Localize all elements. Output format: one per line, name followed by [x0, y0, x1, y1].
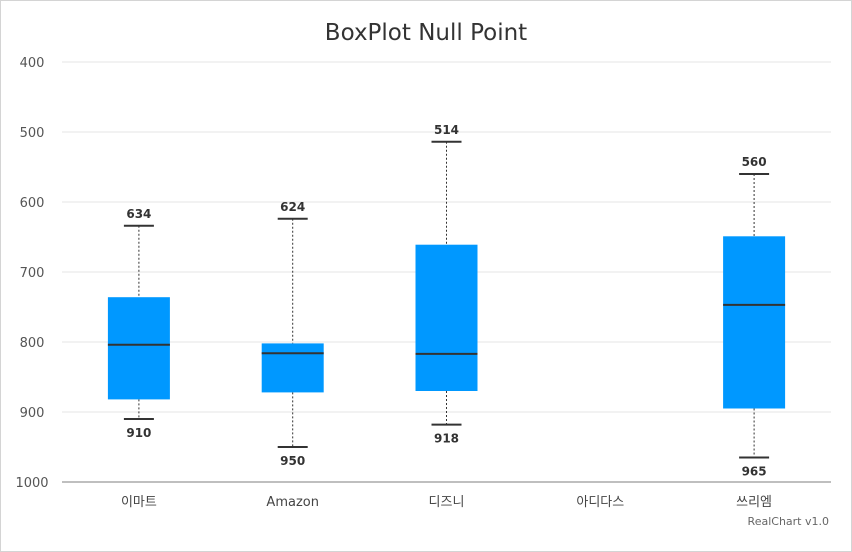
data-label-high: 950: [280, 454, 305, 468]
y-tick-label: 500: [20, 126, 45, 141]
y-tick-label: 700: [20, 266, 45, 281]
y-tick-label: 1000: [15, 476, 48, 491]
box: [107, 297, 170, 400]
x-tick-label: 쓰리엠: [736, 495, 772, 510]
x-tick-label: Amazon: [266, 495, 319, 510]
data-label-low: 514: [434, 123, 459, 137]
box: [415, 244, 478, 391]
data-label-high: 918: [434, 432, 459, 446]
y-tick-label: 600: [20, 196, 45, 211]
y-tick-label: 400: [20, 56, 45, 71]
box: [261, 343, 324, 393]
chart-credit: RealChart v1.0: [747, 515, 829, 528]
box: [723, 236, 786, 409]
data-label-low: 560: [742, 155, 767, 169]
y-tick-label: 800: [20, 336, 45, 351]
chart-title: BoxPlot Null Point: [324, 20, 528, 46]
data-label-high: 965: [742, 465, 767, 479]
x-tick-label: 이마트: [121, 495, 157, 510]
x-tick-label: 아디다스: [576, 495, 624, 510]
data-label-low: 624: [280, 200, 305, 214]
y-tick-label: 900: [20, 406, 45, 421]
x-tick-label: 디즈니: [429, 495, 465, 510]
data-label-high: 910: [126, 426, 151, 440]
data-label-low: 634: [126, 207, 151, 221]
